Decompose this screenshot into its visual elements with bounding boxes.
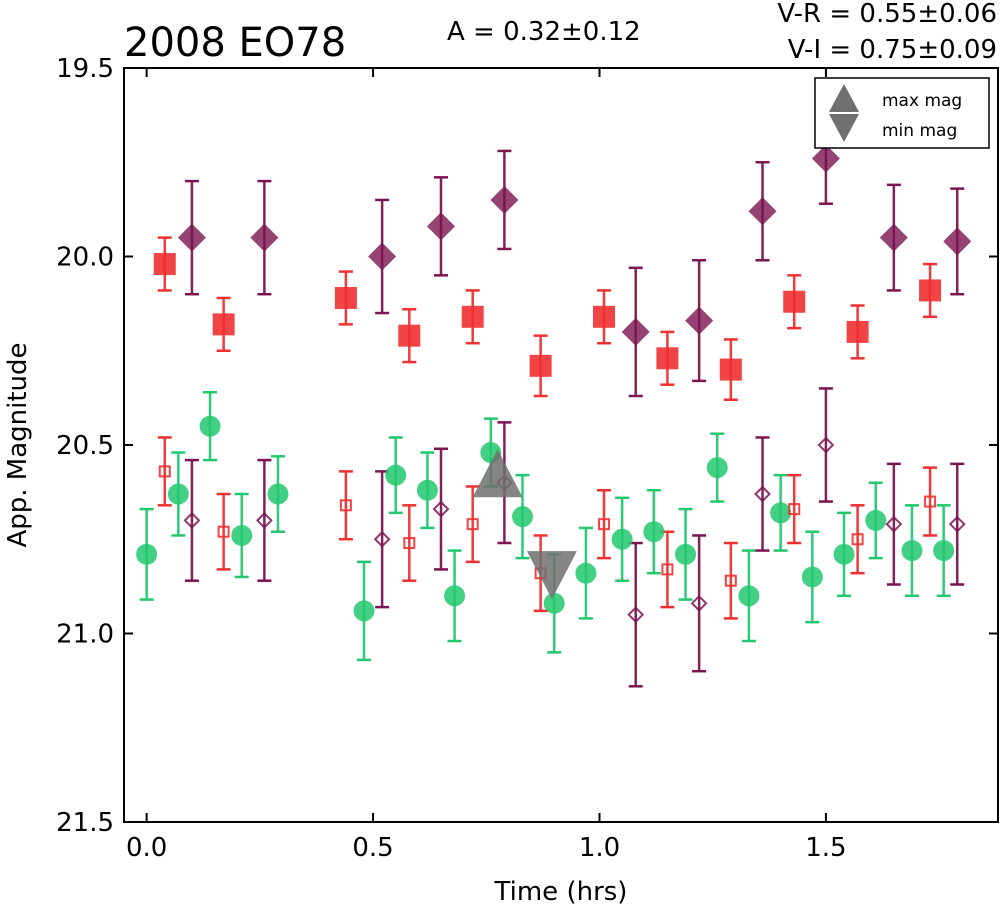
legend-min-mag-marker — [829, 114, 859, 142]
open-diamond-marker — [255, 511, 273, 529]
x-tick-label: 0.0 — [126, 833, 167, 863]
filled-circle-marker — [512, 506, 534, 528]
filled-square-marker — [719, 358, 742, 381]
filled-circle-marker — [444, 585, 466, 607]
filled-circle-marker — [575, 562, 597, 584]
min-mag-marker — [526, 551, 577, 600]
filled-circle-marker — [611, 528, 633, 550]
filled-square-marker — [593, 305, 616, 328]
filled-circle-marker — [738, 585, 760, 607]
filled-square-marker — [529, 354, 552, 377]
filled-square-marker — [153, 253, 176, 276]
filled-circle-marker — [865, 509, 887, 531]
filled-square-marker — [919, 279, 942, 302]
chart-title: 2008 EO78 — [124, 20, 346, 66]
open-diamond-marker — [627, 606, 645, 624]
filled-square-marker — [212, 313, 235, 336]
filled-diamond-marker — [368, 242, 397, 271]
filled-circle-marker — [231, 524, 253, 546]
open-square-marker — [158, 465, 171, 478]
open-square-marker — [788, 503, 801, 516]
filled-circle-marker — [385, 464, 407, 486]
open-square-marker — [724, 574, 737, 587]
y-tick-label: 20.5 — [56, 431, 114, 461]
y-axis-label: App. Magnitude — [3, 342, 33, 547]
open-square-marker — [851, 533, 864, 546]
filled-circle-marker — [136, 543, 158, 565]
open-diamond-marker — [690, 594, 708, 612]
color-vi-label: V-I = 0.75±0.09 — [788, 35, 997, 65]
y-tick-label: 20.0 — [56, 243, 114, 273]
filled-square-marker — [334, 286, 357, 309]
plot-frame — [123, 67, 999, 823]
filled-diamond-marker — [177, 223, 206, 252]
y-tick-label: 21.5 — [56, 808, 114, 838]
x-tick-label: 1.0 — [579, 833, 620, 863]
filled-square-marker — [656, 347, 679, 370]
open-square-marker — [598, 518, 611, 531]
open-square-marker — [339, 499, 352, 512]
x-tick-label: 1.5 — [805, 833, 846, 863]
axis-ticks: 0.0 0.5 1.0 1.5 19.5 20.0 20.5 21.0 21.5 — [56, 54, 998, 863]
legend-min-mag-label: min mag — [882, 121, 957, 141]
filled-diamond-marker — [748, 197, 777, 226]
filled-circle-marker — [167, 483, 189, 505]
open-square-marker — [466, 518, 479, 531]
open-diamond-marker — [432, 500, 450, 518]
legend: max mag min mag — [814, 77, 990, 149]
filled-diamond-marker — [685, 306, 714, 335]
filled-diamond-marker — [490, 185, 519, 214]
filled-diamond-marker — [879, 223, 908, 252]
legend-max-mag-marker — [829, 84, 859, 112]
filled-square-marker — [846, 320, 869, 343]
plot-data-layer — [136, 111, 972, 688]
y-tick-label: 19.5 — [56, 54, 114, 84]
open-diamond-marker — [948, 515, 966, 533]
filled-diamond-marker — [250, 223, 279, 252]
filled-circle-marker — [706, 457, 728, 479]
open-square-marker — [924, 495, 937, 508]
filled-square-marker — [461, 305, 484, 328]
x-tick-label: 0.5 — [352, 833, 393, 863]
filled-diamond-marker — [943, 227, 972, 256]
filled-circle-marker — [199, 415, 221, 437]
filled-circle-marker — [933, 540, 955, 562]
filled-circle-marker — [543, 592, 565, 614]
legend-max-mag-label: max mag — [882, 91, 962, 111]
open-diamond-marker — [754, 485, 771, 503]
max-mag-marker — [472, 449, 523, 498]
open-diamond-marker — [373, 530, 391, 548]
open-diamond-marker — [885, 515, 903, 533]
filled-circle-marker — [770, 502, 792, 524]
filled-circle-marker — [901, 540, 923, 562]
filled-circle-marker — [675, 543, 697, 565]
filled-square-marker — [783, 290, 806, 313]
filled-circle-marker — [416, 479, 438, 501]
open-diamond-marker — [183, 511, 201, 529]
filled-square-marker — [398, 324, 421, 347]
filled-diamond-marker — [621, 317, 650, 346]
y-tick-label: 21.0 — [56, 620, 114, 650]
open-square-marker — [217, 525, 230, 538]
x-axis-label: Time (hrs) — [494, 877, 628, 904]
filled-circle-marker — [833, 543, 855, 565]
filled-circle-marker — [353, 600, 375, 622]
open-diamond-marker — [817, 436, 835, 454]
filled-circle-marker — [267, 483, 289, 505]
filled-circle-marker — [643, 521, 665, 543]
amplitude-label: A = 0.32±0.12 — [447, 17, 641, 47]
color-vr-label: V-R = 0.55±0.06 — [777, 0, 997, 29]
open-square-marker — [403, 537, 416, 550]
filled-diamond-marker — [426, 212, 455, 241]
filled-circle-marker — [801, 566, 823, 588]
open-square-marker — [661, 563, 674, 576]
filled-diamond-marker — [811, 144, 840, 173]
